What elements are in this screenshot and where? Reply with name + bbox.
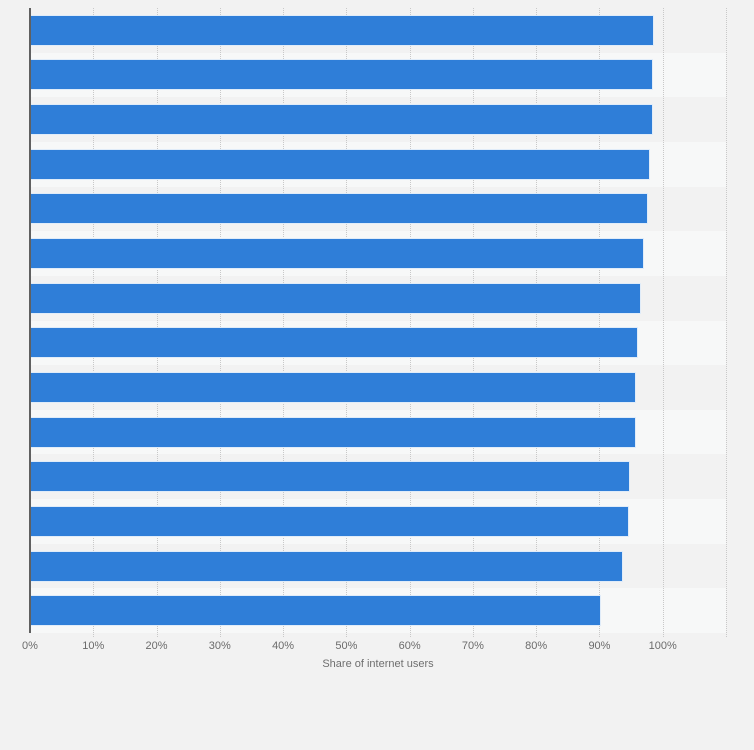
gridline — [472, 8, 474, 637]
x-tick-label: 50% — [335, 640, 358, 652]
gridline — [662, 8, 664, 637]
x-tick-label: 0% — [22, 640, 38, 652]
plot-area — [30, 8, 727, 637]
x-axis-title: Share of internet users — [322, 658, 434, 670]
bar[interactable] — [30, 282, 641, 314]
gridline — [219, 8, 221, 637]
x-tick-label: 40% — [272, 640, 295, 652]
bar[interactable] — [30, 416, 636, 448]
x-tick-label: 80% — [525, 640, 548, 652]
gridline — [536, 8, 538, 637]
x-tick-label: 60% — [398, 640, 421, 652]
bar[interactable] — [30, 193, 649, 225]
bar[interactable] — [30, 14, 654, 46]
bar[interactable] — [30, 461, 631, 493]
gridline — [93, 8, 95, 637]
gridline — [346, 8, 348, 637]
bar[interactable] — [30, 148, 651, 180]
bar[interactable] — [30, 238, 645, 270]
category-axis-line — [29, 8, 31, 633]
bar[interactable] — [30, 104, 653, 136]
x-tick-label: 20% — [145, 640, 168, 652]
gridline — [409, 8, 411, 637]
x-tick-label: 100% — [648, 640, 677, 652]
x-tick-label: 90% — [588, 640, 611, 652]
bar[interactable] — [30, 505, 630, 537]
gridline — [726, 8, 727, 637]
x-tick-label: 10% — [82, 640, 105, 652]
x-tick-label: 30% — [208, 640, 231, 652]
bar[interactable] — [30, 59, 653, 91]
x-tick-label: 70% — [461, 640, 484, 652]
gridline — [599, 8, 601, 637]
bar[interactable] — [30, 550, 623, 582]
bar[interactable] — [30, 371, 637, 403]
bar[interactable] — [30, 327, 639, 359]
gridline — [283, 8, 285, 637]
bar[interactable] — [30, 595, 602, 627]
x-axis: 0% 10% 20% 30% 40% 50% 60% 70% 80% 90% 100% — [22, 640, 726, 654]
gridline — [156, 8, 158, 637]
